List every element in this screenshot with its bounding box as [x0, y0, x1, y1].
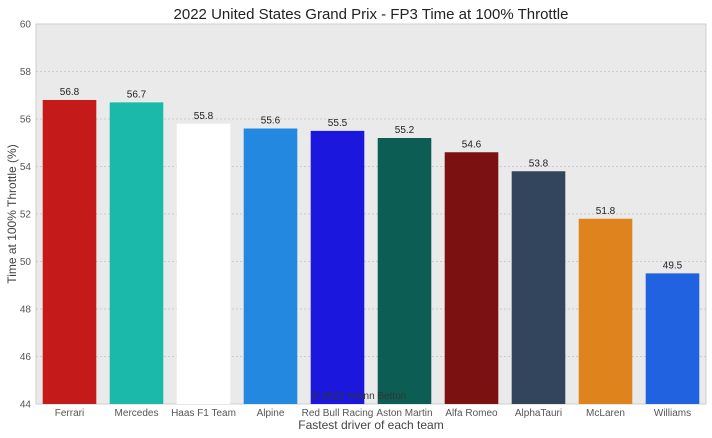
- y-tick-label: 56: [20, 115, 32, 126]
- x-tick-label: Alfa Romeo: [445, 408, 498, 419]
- bar-aston-martin: [377, 138, 432, 404]
- x-tick-label: AlphaTauri: [515, 408, 562, 419]
- x-tick-label: Williams: [654, 408, 691, 419]
- bar-williams: [645, 273, 700, 404]
- x-tick-label: Mercedes: [115, 408, 159, 419]
- y-tick-label: 58: [20, 67, 32, 78]
- chart-title: 2022 United States Grand Prix - FP3 Time…: [174, 6, 569, 23]
- bar-alfa-romeo: [444, 152, 499, 404]
- data-label: 56.7: [127, 89, 147, 100]
- x-tick-label: Red Bull Racing: [302, 408, 374, 419]
- data-label: 55.6: [261, 116, 281, 127]
- data-label: 56.8: [60, 87, 80, 98]
- data-label: 51.8: [596, 206, 616, 217]
- bar-ferrari: [42, 100, 97, 404]
- y-tick-label: 54: [20, 162, 32, 173]
- bar-red-bull-racing: [310, 130, 365, 404]
- x-tick-label: Ferrari: [55, 408, 84, 419]
- x-tick-label: Haas F1 Team: [171, 408, 236, 419]
- data-label: 55.5: [328, 118, 348, 129]
- bar-mclaren: [578, 218, 633, 404]
- bars: [42, 100, 700, 404]
- data-label: 54.6: [462, 139, 482, 150]
- y-axis-label: Time at 100% Throttle (%): [5, 144, 19, 283]
- x-tick-label: Alpine: [257, 408, 285, 419]
- y-tick-labels: 44 46 48 50 52 54 56 58 60: [20, 20, 32, 411]
- y-tick-label: 52: [20, 210, 32, 221]
- watermark: © 2022 Yoann Betton: [312, 391, 407, 402]
- bar-haas-f1-team: [176, 123, 231, 404]
- y-tick-label: 48: [20, 305, 32, 316]
- data-label: 55.8: [194, 111, 214, 122]
- data-labels: 56.8 56.7 55.8 55.6 55.5 55.2 54.6 53.8 51.8 49.5: [60, 87, 683, 271]
- x-tick-label: McLaren: [586, 408, 625, 419]
- data-label: 55.2: [395, 125, 415, 136]
- y-tick-label: 50: [20, 257, 32, 268]
- x-tick-label: Aston Martin: [376, 408, 432, 419]
- data-label: 53.8: [529, 158, 549, 169]
- y-tick-label: 60: [20, 20, 32, 31]
- y-tick-label: 46: [20, 352, 32, 363]
- bar-mercedes: [109, 102, 164, 404]
- x-axis-label: Fastest driver of each team: [298, 418, 443, 432]
- bar-alpine: [243, 128, 298, 404]
- bar-alphatauri: [511, 171, 566, 404]
- x-tick-labels: Ferrari Mercedes Haas F1 Team Alpine Red Bul…: [55, 408, 691, 419]
- y-tick-label: 44: [20, 400, 32, 411]
- data-label: 49.5: [663, 260, 683, 271]
